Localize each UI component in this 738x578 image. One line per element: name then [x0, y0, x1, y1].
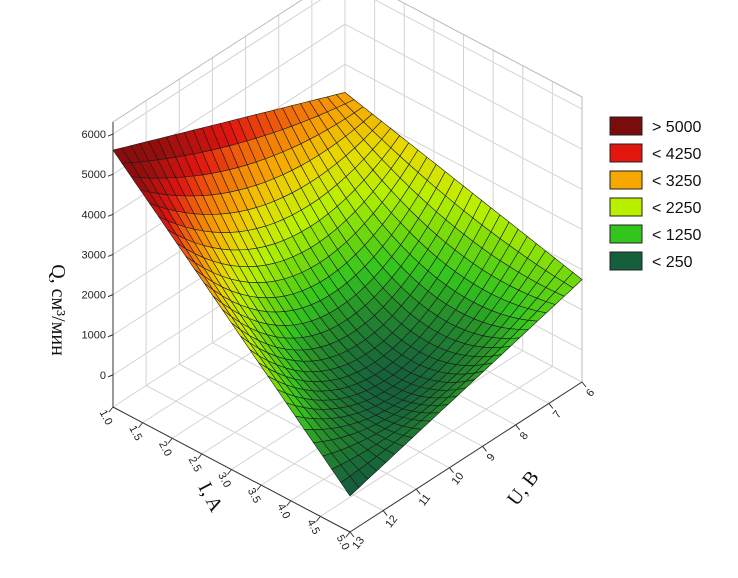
x-tick-mark [349, 531, 355, 538]
x-axis-line [349, 381, 583, 533]
x-tick-label: 10 [450, 470, 467, 487]
y-tick-mark [227, 469, 232, 475]
y-tick-label: 2.5 [186, 455, 204, 474]
y-tick-mark [345, 531, 351, 538]
y-tick-mark [286, 500, 292, 507]
z-tick-mark [107, 173, 114, 177]
legend-label: < 3250 [652, 173, 701, 190]
box-edge [112, 0, 303, 123]
z-axis-title: Q, см³/мин [47, 264, 69, 356]
x-tick-label: 9 [485, 451, 498, 463]
x-tick-mark [382, 510, 388, 516]
x-tick-label: 8 [518, 430, 531, 442]
legend-swatch [609, 224, 643, 244]
box-edge [397, 0, 583, 98]
legend-swatch [609, 116, 643, 136]
y-tick-label: 2.0 [156, 439, 174, 458]
legend-swatch [609, 197, 643, 217]
x-tick-label: 6 [584, 387, 597, 399]
legend-label: > 5000 [652, 119, 701, 136]
legend-swatch [609, 143, 643, 163]
legend-label: < 250 [652, 254, 693, 271]
legend-label: < 2250 [652, 200, 701, 217]
grid-line [112, 0, 322, 135]
y-tick-label: 4.0 [275, 502, 293, 521]
x-tick-label: 11 [417, 492, 433, 508]
x-tick-mark [515, 424, 521, 431]
x-tick-label: 13 [350, 535, 367, 552]
y-tick-mark [256, 484, 262, 491]
z-tick-mark [107, 334, 114, 338]
x-tick-mark [482, 445, 487, 452]
z-tick-label: 4000 [82, 209, 106, 221]
y-tick-mark [138, 422, 144, 428]
z-tick-label: 6000 [82, 129, 106, 141]
x-tick-mark [449, 467, 454, 474]
x-tick-label: 12 [383, 513, 400, 530]
x-axis-title: U, B [503, 467, 544, 510]
y-tick-label: 4.5 [304, 517, 322, 536]
z-tick-mark [107, 133, 114, 137]
z-tick-label: 3000 [82, 249, 106, 261]
legend-swatch [609, 251, 643, 271]
grid-line [344, 23, 583, 150]
y-tick-label: 5.0 [334, 533, 352, 552]
surface-cell [340, 475, 360, 497]
z-tick-mark [107, 294, 114, 298]
legend-label: < 4250 [652, 146, 701, 163]
x-tick-mark [415, 488, 421, 495]
y-tick-label: 1.5 [126, 424, 144, 443]
z-tick-label: 5000 [82, 169, 106, 181]
grid-line [344, 63, 583, 190]
z-tick-mark [107, 374, 114, 378]
chart-legend: > 5000 < 4250 < 3250 < 2250 < 1250 < 250 [609, 116, 701, 271]
y-tick-mark [197, 453, 203, 460]
legend-label: < 1250 [652, 227, 701, 244]
x-tick-mark [548, 403, 554, 409]
y-tick-mark [167, 437, 173, 444]
z-tick-mark [107, 254, 114, 257]
y-tick-label: 1.0 [97, 408, 115, 427]
y-tick-mark [108, 406, 114, 413]
z-tick-label: 0 [100, 370, 106, 382]
grid-line [374, 0, 583, 110]
z-tick-mark [107, 213, 114, 217]
y-tick-label: 3.5 [245, 486, 263, 505]
z-tick-label: 2000 [82, 290, 106, 302]
y-tick-mark [315, 516, 321, 522]
grid-line [320, 365, 553, 517]
surface-mesh [112, 92, 583, 497]
x-tick-label: 7 [551, 408, 564, 420]
x-tick-mark [581, 381, 587, 388]
z-tick-label: 1000 [82, 330, 106, 342]
legend-swatch [609, 170, 643, 190]
